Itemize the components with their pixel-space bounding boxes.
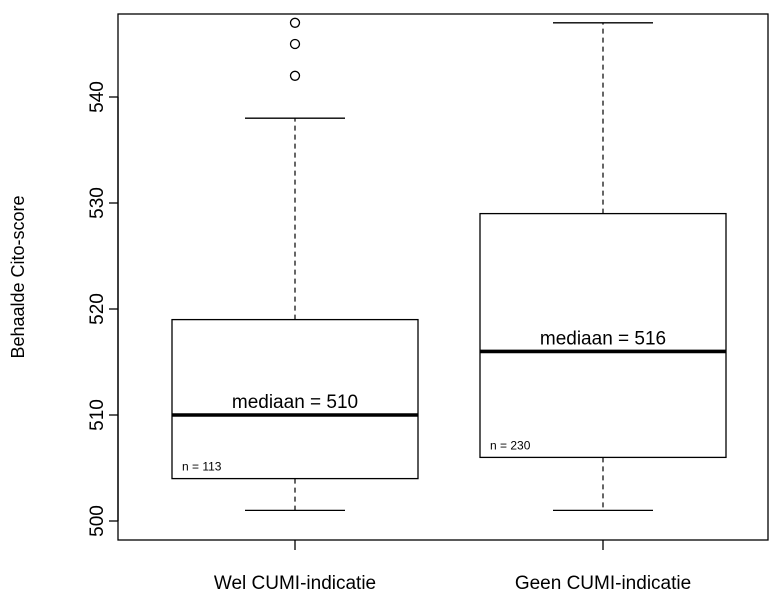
y-tick-label: 510 (87, 399, 108, 431)
box-group: mediaan = 516 n = 230 (479, 22, 727, 512)
box-group: mediaan = 510 n = 113 (171, 17, 419, 512)
n-label: n = 230 (490, 438, 531, 452)
box (479, 212, 727, 459)
y-tick-label: 530 (87, 187, 108, 219)
n-label: n = 113 (182, 460, 222, 474)
x-tick-label: Wel CUMI-indicatie (214, 573, 376, 594)
outlier-point (289, 17, 301, 28)
box (171, 318, 419, 480)
y-tick-label: 520 (87, 293, 108, 325)
x-axis: Wel CUMI-indicatie Geen CUMI-indicatie (214, 540, 691, 594)
y-axis-title: Behaalde Cito-score (8, 195, 28, 358)
boxes: mediaan = 510 n = 113 mediaan = 516 n = 230 (171, 17, 727, 512)
median-label: mediaan = 510 (232, 392, 358, 413)
outlier-point (289, 38, 301, 50)
median-label: mediaan = 516 (540, 328, 666, 349)
y-tick-label: 540 (87, 81, 108, 113)
outlier-point (289, 70, 301, 81)
x-tick-label: Geen CUMI-indicatie (515, 573, 691, 594)
y-tick-label: 500 (87, 505, 108, 537)
y-axis: 500 510 520 530 540 (87, 81, 119, 537)
